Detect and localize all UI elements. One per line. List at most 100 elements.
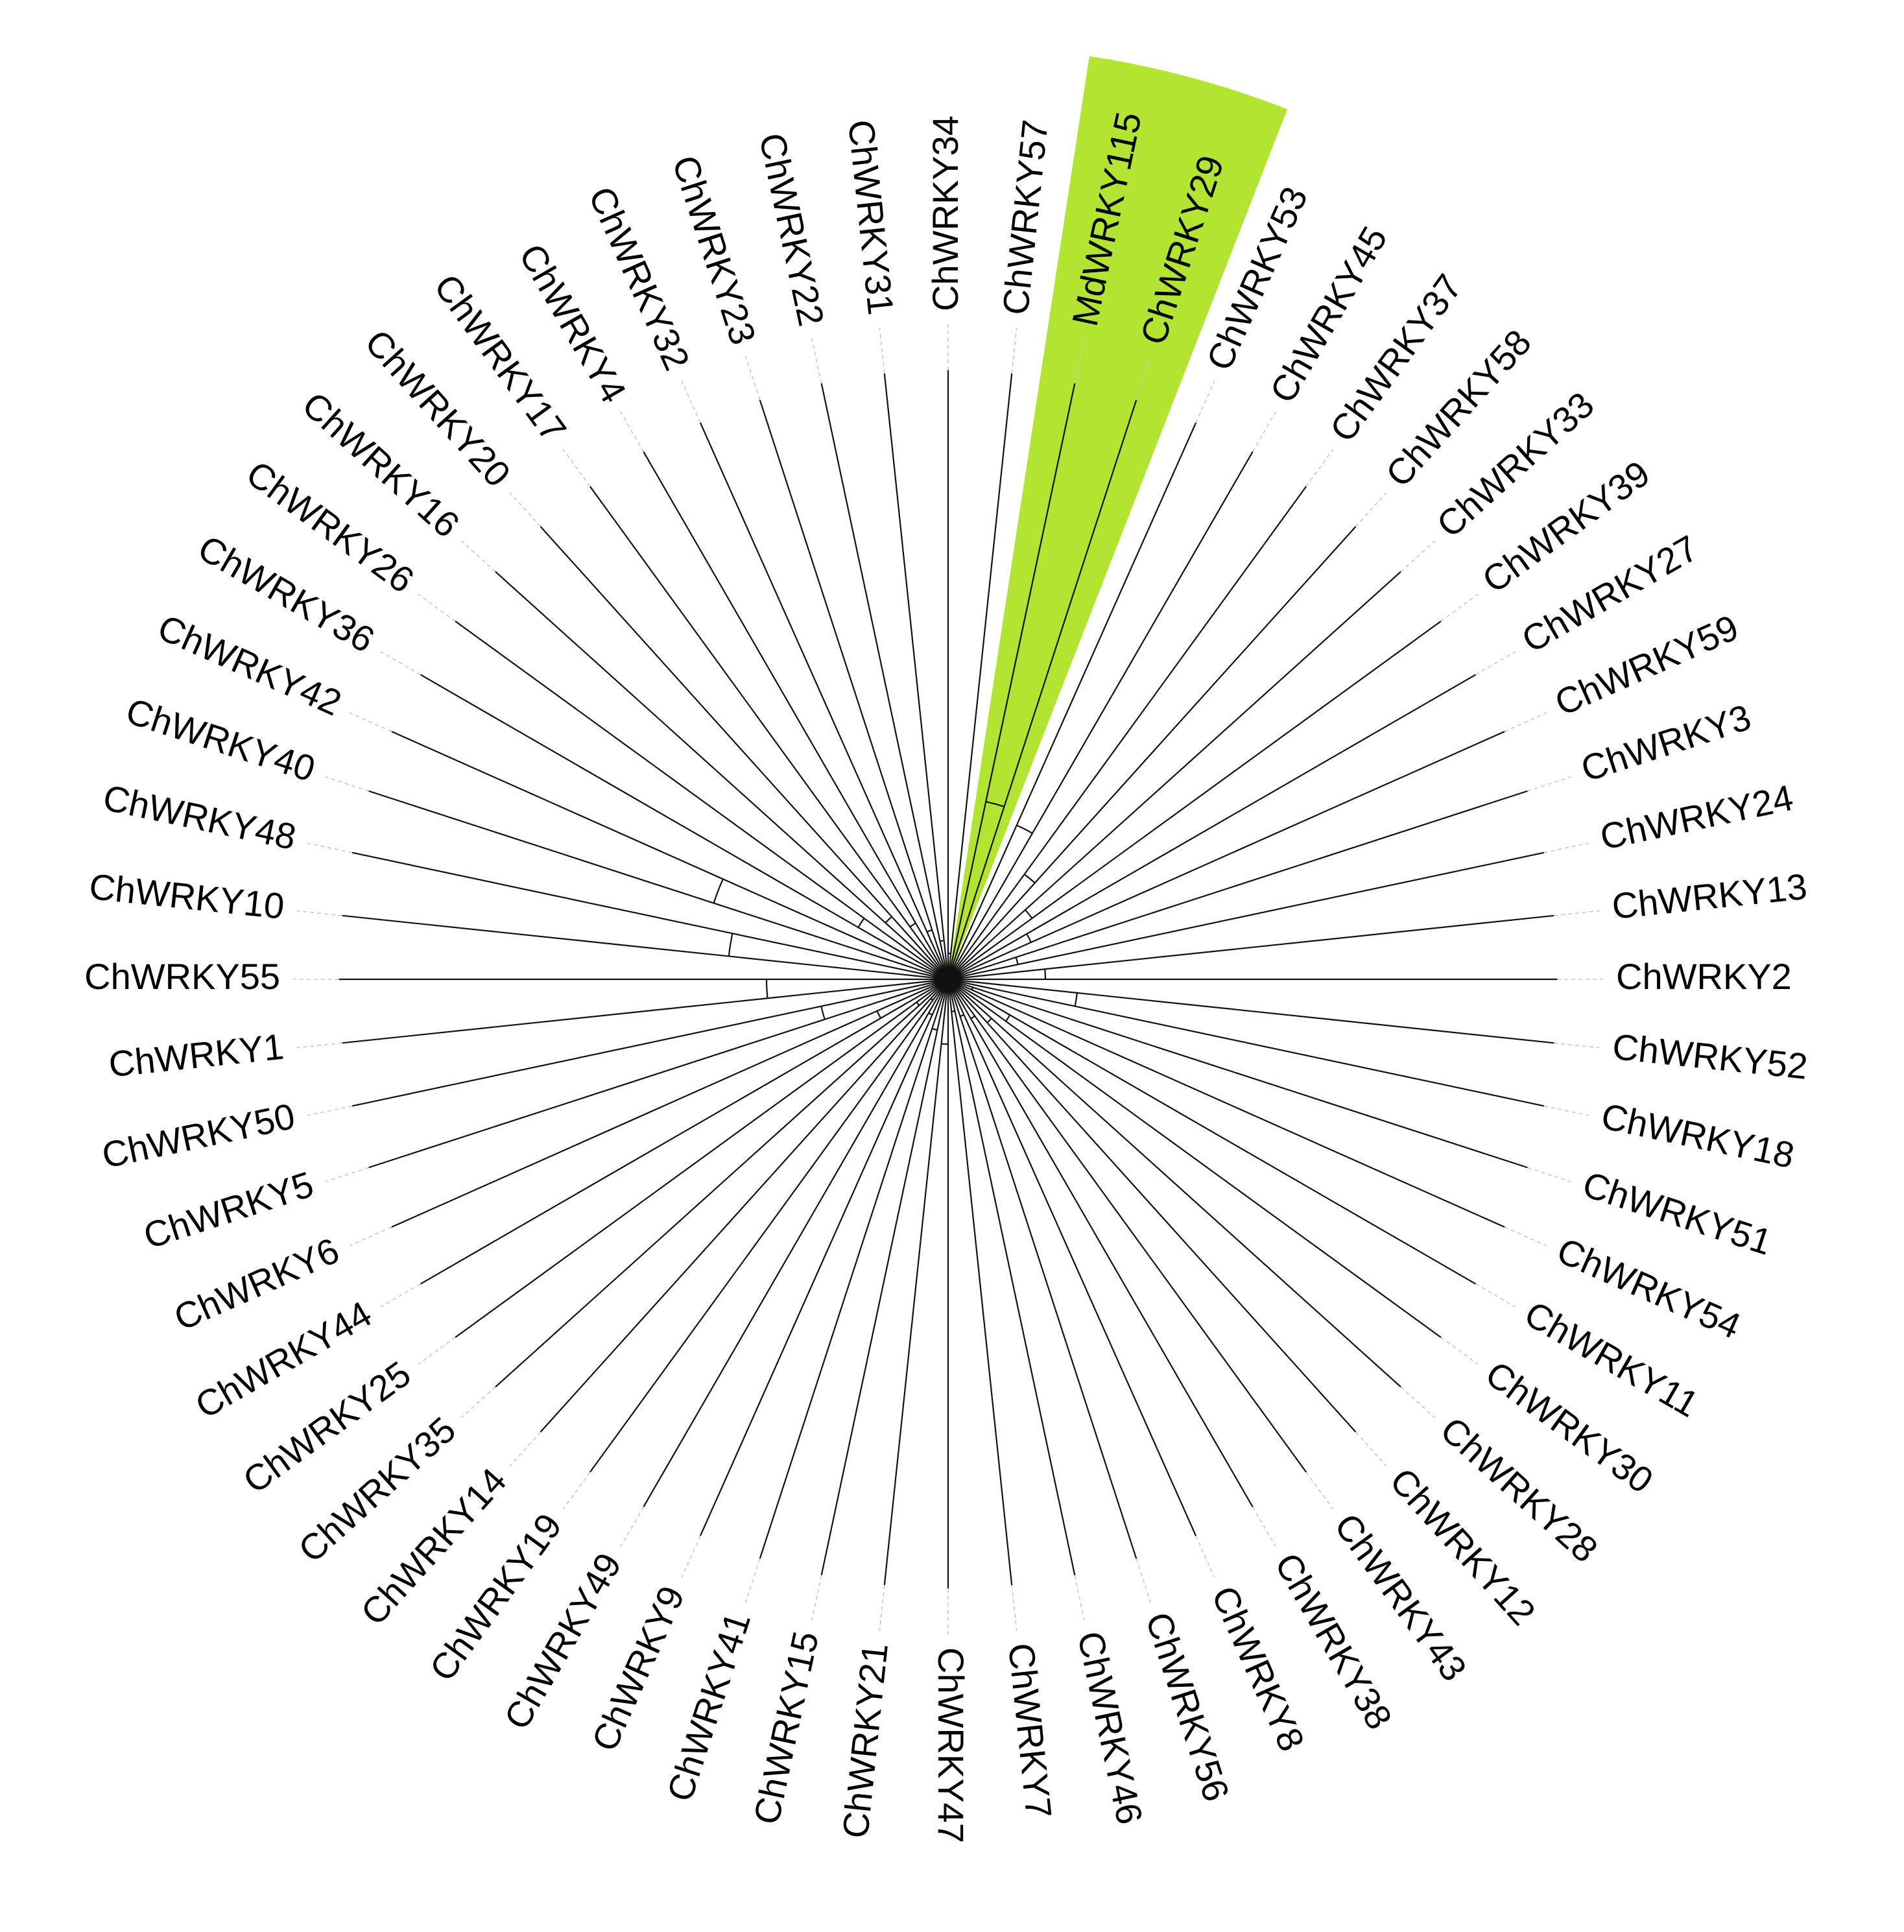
leaf-guide-line bbox=[1475, 651, 1516, 676]
tree-branch bbox=[455, 621, 865, 919]
tree-branch bbox=[947, 978, 1075, 1007]
clade-arc bbox=[971, 987, 974, 990]
leaf-guide-line bbox=[1543, 842, 1589, 853]
tree-branch bbox=[713, 928, 949, 981]
leaf-guide-line bbox=[562, 449, 591, 487]
clade-arc bbox=[930, 997, 934, 1001]
tree-branch bbox=[985, 1031, 1307, 1473]
tree-branch bbox=[988, 383, 1076, 789]
tree-branch bbox=[947, 978, 1097, 996]
leaf-label: ChWRKY22 bbox=[752, 130, 832, 329]
tree-branch bbox=[351, 1005, 822, 1107]
tree-branch bbox=[368, 1025, 807, 1169]
tree-branch bbox=[963, 1014, 1197, 1536]
leaf-label: ChWRKY13 bbox=[1610, 866, 1809, 927]
tree-branch bbox=[722, 878, 949, 981]
leaf-guide-line bbox=[509, 492, 541, 527]
tree-branch bbox=[883, 373, 945, 941]
tree-branches bbox=[339, 370, 1558, 1589]
leaf-guide-line bbox=[307, 842, 353, 853]
leaf-guide-line bbox=[418, 1337, 456, 1365]
tree-branch bbox=[1039, 486, 1307, 854]
clade-arc bbox=[970, 1015, 975, 1020]
clade-arc bbox=[960, 1014, 964, 1018]
tree-branch bbox=[1034, 571, 1401, 902]
tree-branch bbox=[883, 1044, 942, 1586]
tree-branch bbox=[929, 979, 949, 1021]
tree-branch bbox=[728, 955, 949, 981]
tree-branch bbox=[643, 451, 916, 924]
leaf-guide-line bbox=[811, 338, 822, 384]
clade-arc bbox=[728, 933, 733, 957]
tree-branch bbox=[947, 979, 1006, 1022]
tree-branch bbox=[342, 997, 768, 1044]
clade-arc bbox=[1016, 824, 1033, 834]
clade-arc bbox=[940, 940, 944, 942]
tree-branch bbox=[1032, 674, 1477, 931]
leaf-label: ChWRKY57 bbox=[995, 118, 1056, 317]
leaf-guide-line bbox=[681, 1535, 701, 1579]
tree-branch bbox=[947, 806, 1005, 980]
tree-branch bbox=[540, 526, 892, 918]
leaf-guide-line bbox=[879, 1585, 885, 1631]
leaf-guide-line bbox=[460, 1386, 496, 1418]
tree-branch bbox=[880, 918, 949, 980]
highlight-clade-wedge bbox=[948, 56, 1288, 979]
clade-arc bbox=[876, 1010, 882, 1019]
leaf-guide-line bbox=[681, 380, 701, 423]
tree-branch bbox=[947, 953, 952, 980]
clade-arc bbox=[909, 922, 916, 927]
tree-branch bbox=[707, 900, 949, 981]
leaf-guide-line bbox=[745, 356, 761, 400]
leaf-guide-line bbox=[879, 328, 885, 374]
leaf-label: ChWRKY48 bbox=[100, 777, 300, 857]
clade-arc bbox=[857, 918, 865, 928]
tree-branch bbox=[947, 979, 1241, 1149]
tree-branch bbox=[923, 925, 949, 980]
tree-branch bbox=[972, 986, 1528, 1169]
tree-branch bbox=[589, 486, 903, 917]
tree-branch bbox=[1075, 1005, 1545, 1107]
tree-branch bbox=[1096, 994, 1554, 1044]
tree-branch bbox=[947, 789, 990, 980]
tree-branch bbox=[820, 1049, 934, 1576]
leaf-guide-line bbox=[380, 651, 421, 676]
leaf-guide-line bbox=[325, 776, 369, 792]
leaf-guide-line bbox=[418, 593, 456, 622]
tree-branch bbox=[1047, 422, 1197, 755]
leaf-guide-line bbox=[1252, 411, 1276, 452]
tree-branch bbox=[759, 400, 933, 931]
tree-branch bbox=[880, 979, 949, 1019]
tree-branch bbox=[938, 935, 949, 980]
clade-arc bbox=[1074, 992, 1078, 1007]
tree-branch bbox=[495, 571, 881, 920]
tree-branch bbox=[931, 979, 949, 1029]
leaf-guide-line bbox=[1011, 1585, 1017, 1631]
leaf-guide-line bbox=[1527, 776, 1571, 792]
tree-branch bbox=[940, 979, 949, 1044]
leaf-label: ChWRKY10 bbox=[88, 866, 287, 927]
leaf-guide-line bbox=[1136, 356, 1151, 400]
clade-arc bbox=[985, 801, 1005, 807]
leaf-label: ChWRKY46 bbox=[1070, 1628, 1150, 1828]
tree-branch bbox=[420, 1018, 881, 1285]
leaf-guide-line bbox=[1440, 1337, 1479, 1365]
tree-branch bbox=[1255, 1115, 1505, 1228]
tree-branch bbox=[540, 997, 932, 1433]
leaf-label: ChWRKY47 bbox=[931, 1647, 971, 1843]
clade-arc bbox=[916, 1001, 920, 1006]
tree-branch bbox=[947, 979, 988, 1023]
tree-branch bbox=[947, 964, 1018, 981]
leaf-guide-line bbox=[380, 1283, 421, 1307]
tree-branch bbox=[1005, 1020, 1442, 1338]
tree-branch bbox=[853, 978, 949, 1023]
leaf-guide-line bbox=[1543, 1105, 1589, 1116]
tree-branch bbox=[947, 900, 1036, 980]
tree-branch bbox=[699, 1020, 931, 1536]
leaf-guide-line bbox=[1195, 1535, 1215, 1579]
clade-arc bbox=[1015, 957, 1019, 965]
clade-arc bbox=[713, 878, 724, 903]
tree-branch bbox=[963, 1028, 1137, 1559]
tree-branch bbox=[915, 922, 949, 980]
